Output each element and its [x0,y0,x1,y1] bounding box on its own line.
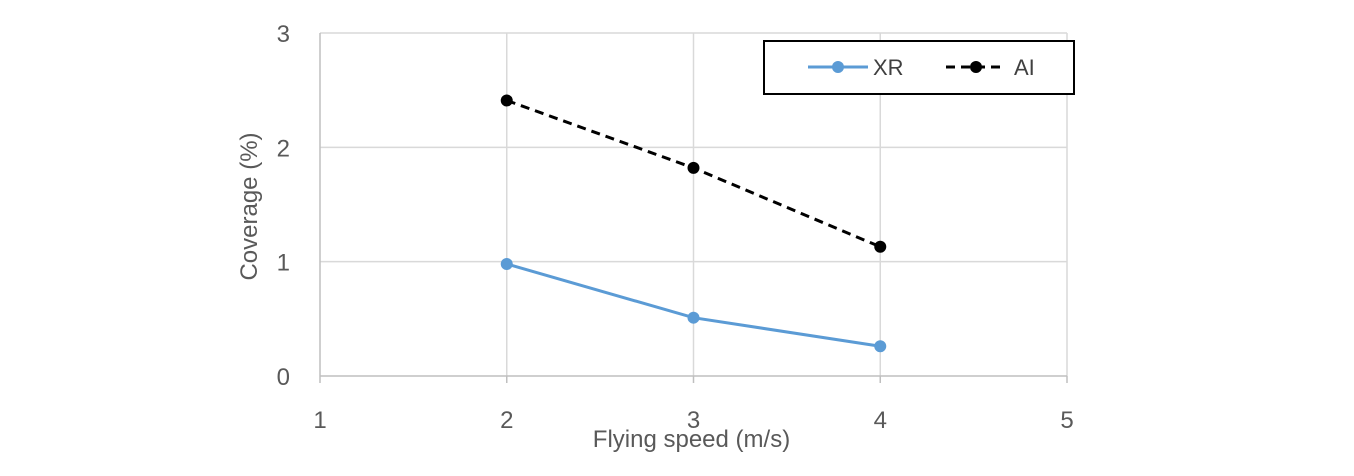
data-point-ai [500,94,513,107]
y-tick-label: 3 [277,21,290,48]
series-layer [500,94,887,353]
data-point-ai [874,240,887,253]
series-xr [500,257,887,353]
x-tick-label: 1 [313,407,326,434]
legend-label-xr: XR [873,55,904,80]
x-tick-labels: 1 2 3 4 5 [313,407,1073,434]
axes [319,33,1068,383]
data-point-xr [687,311,700,324]
series-ai [500,94,887,253]
legend-label-ai: AI [1014,55,1035,80]
y-axis-title: Coverage (%) [236,132,263,280]
x-tick-label: 4 [874,407,887,434]
x-tick-label: 5 [1060,407,1073,434]
legend: XR AI [763,40,1075,95]
x-axis-title: Flying speed (m/s) [593,426,790,453]
y-tick-label: 2 [277,135,290,162]
x-tick-label: 3 [687,407,700,434]
x-tick-label: 2 [500,407,513,434]
data-point-xr [500,257,513,270]
y-tick-label: 0 [277,364,290,391]
legend-box [763,40,1075,95]
data-point-xr [874,340,887,353]
legend-marker-ai [970,61,982,73]
data-point-ai [687,161,700,174]
y-tick-labels: 0 1 2 3 [277,21,290,391]
legend-marker-xr [832,61,844,73]
y-tick-label: 1 [277,250,290,277]
